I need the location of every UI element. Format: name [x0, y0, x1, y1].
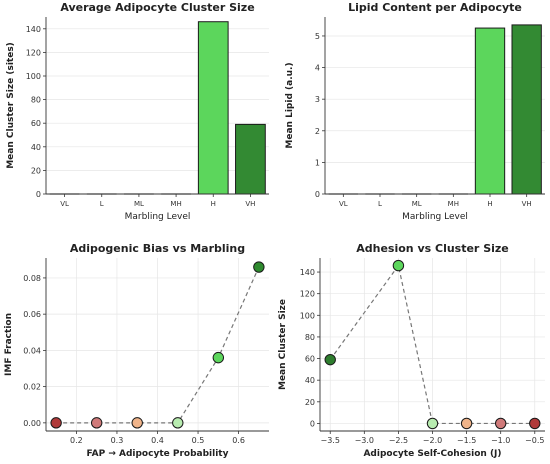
- y-tick-label: 0: [310, 419, 315, 428]
- x-tick-label: −1.5: [457, 436, 476, 445]
- y-tick-label: 60: [31, 119, 41, 128]
- x-axis-label: Marbling Level: [125, 212, 191, 222]
- chart-title: Adhesion vs Cluster Size: [356, 242, 509, 255]
- data-point: [50, 417, 62, 429]
- y-tick-label: 120: [26, 48, 41, 57]
- y-tick-label: 80: [305, 333, 315, 342]
- panel-4: Adhesion vs Cluster Size 0 20 40 60 80 100 120 1…: [278, 242, 545, 459]
- data-point: [90, 417, 103, 429]
- x-tick-label: MH: [170, 200, 181, 208]
- x-tick-label: 0.3: [111, 436, 124, 445]
- x-tick-label: −0.5: [525, 436, 544, 445]
- data-point: [426, 417, 439, 430]
- y-tick-label: 4: [315, 64, 320, 73]
- y-tick-label: 0.06: [23, 310, 41, 319]
- x-tick-label: ML: [134, 200, 144, 208]
- data-point: [460, 417, 473, 430]
- x-axis-label: Adipocyte Self-Cohesion (J): [363, 449, 501, 459]
- x-tick-label: 0.6: [232, 436, 245, 445]
- y-tick-label: 3: [315, 95, 320, 104]
- x-tick-label: −3.0: [355, 436, 374, 445]
- y-tick-label: 0.08: [23, 274, 41, 283]
- y-tick-label: 0: [315, 190, 320, 199]
- x-tick-label: H: [211, 200, 216, 208]
- chart-title: Average Adipocyte Cluster Size: [60, 1, 254, 14]
- x-tick-label: 0.4: [151, 436, 164, 445]
- x-axis-label: FAP → Adipocyte Probability: [87, 449, 229, 459]
- x-tick-label: L: [378, 200, 382, 208]
- y-tick-label: 120: [300, 290, 315, 299]
- panel-2: Lipid Content per Adipocyte 0 1 2 3 4 5 VL L ML MH…: [285, 1, 545, 222]
- bar-vh: [511, 24, 542, 195]
- y-axis-label: Mean Cluster Size: [278, 299, 288, 390]
- data-point: [494, 417, 507, 430]
- y-tick-label: 80: [31, 96, 41, 105]
- bar-vh: [235, 123, 266, 195]
- bar-h: [474, 27, 506, 195]
- y-tick-label: 40: [31, 143, 41, 152]
- data-point: [253, 261, 265, 273]
- y-tick-label: 60: [305, 355, 315, 364]
- x-tick-label: VH: [522, 200, 532, 208]
- x-tick-label: −2.0: [423, 436, 442, 445]
- x-tick-label: −1.0: [491, 436, 510, 445]
- y-tick-label: 0: [36, 190, 41, 199]
- y-tick-label: 100: [26, 72, 41, 81]
- chart-title: Lipid Content per Adipocyte: [348, 1, 522, 14]
- y-tick-label: 5: [315, 32, 320, 41]
- bar-h: [197, 21, 229, 195]
- y-tick-label: 40: [305, 376, 315, 385]
- y-axis-label: Mean Cluster Size (sites): [6, 42, 16, 169]
- y-tick-label: 20: [31, 166, 41, 175]
- data-point: [529, 417, 541, 430]
- x-tick-label: VH: [245, 200, 255, 208]
- data-point: [324, 353, 336, 366]
- x-tick-label: 0.5: [192, 436, 205, 445]
- y-tick-label: 0.00: [23, 419, 41, 428]
- y-tick-label: 0.02: [23, 383, 41, 392]
- x-tick-label: −2.5: [389, 436, 408, 445]
- y-tick-label: 100: [300, 311, 315, 320]
- x-tick-label: L: [100, 200, 104, 208]
- data-point: [212, 351, 225, 364]
- y-axis-label: Mean Lipid (a.u.): [285, 62, 295, 148]
- x-tick-label: 0.2: [70, 436, 83, 445]
- x-tick-label: H: [487, 200, 492, 208]
- panel-1: Average Adipocyte Cluster Size 0 20 40 60 80 1…: [6, 1, 269, 222]
- x-tick-label: −3.5: [321, 436, 340, 445]
- data-point: [172, 417, 184, 429]
- y-tick-label: 0.04: [23, 346, 41, 355]
- y-tick-label: 140: [300, 268, 315, 277]
- panel-3: Adipogenic Bias vs Marbling 0.00 0.02 0.04 0…: [4, 242, 269, 459]
- data-point: [392, 259, 405, 272]
- x-tick-label: VL: [339, 200, 348, 208]
- y-tick-label: 2: [315, 127, 320, 136]
- y-tick-label: 140: [26, 25, 41, 34]
- y-tick-label: 20: [305, 398, 315, 407]
- x-tick-label: VL: [60, 200, 69, 208]
- x-tick-label: MH: [448, 200, 459, 208]
- x-axis-label: Marbling Level: [402, 212, 468, 222]
- y-tick-label: 1: [315, 158, 320, 167]
- x-tick-label: ML: [412, 200, 422, 208]
- chart-title: Adipogenic Bias vs Marbling: [70, 242, 245, 255]
- series-line: [56, 266, 260, 424]
- data-point: [131, 417, 143, 429]
- y-axis-label: IMF Fraction: [4, 313, 14, 376]
